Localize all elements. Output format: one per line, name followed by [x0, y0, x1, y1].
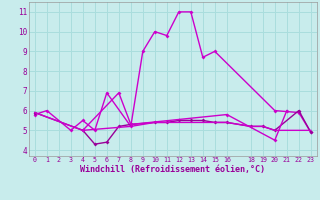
X-axis label: Windchill (Refroidissement éolien,°C): Windchill (Refroidissement éolien,°C) — [80, 165, 265, 174]
